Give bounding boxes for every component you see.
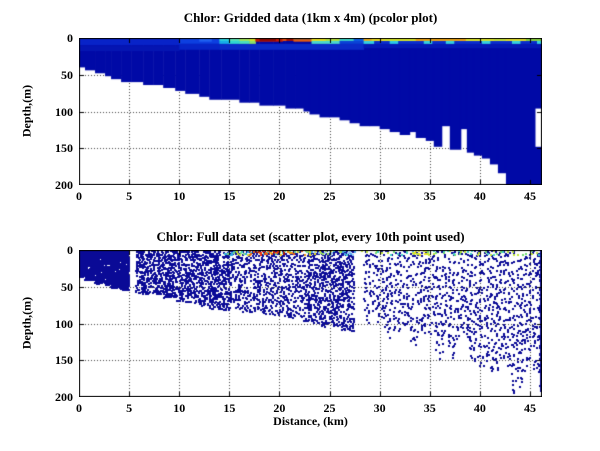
pcolor-x-tick-label: 40 [473, 189, 486, 203]
pcolor-x-tick-label: 15 [223, 189, 236, 203]
scatter-plot-area [79, 250, 542, 397]
scatter-x-tick-label: 30 [373, 401, 386, 415]
scatter-x-tick-label: 5 [126, 401, 133, 415]
scatter-x-tick-label: 0 [76, 401, 82, 415]
scatter-y-tick-label: 150 [55, 353, 73, 368]
scatter-x-tick-label: 25 [323, 401, 336, 415]
scatter-x-tick-label: 35 [423, 401, 436, 415]
pcolor-plot-area [79, 38, 542, 185]
pcolor-y-tick-label: 0 [67, 31, 73, 45]
scatter-y-tick-label: 200 [55, 390, 73, 404]
pcolor-x-tick-label: 0 [76, 189, 82, 203]
scatter-x-tick-label: 20 [273, 401, 286, 415]
pcolor-x-tick-label: 5 [126, 189, 133, 203]
pcolor-y-tick-label: 50 [61, 67, 73, 82]
scatter-canvas [79, 250, 542, 397]
scatter-y-tick-label: 100 [55, 316, 73, 331]
top-depth-axis-label: Depth,(m) [19, 84, 34, 138]
pcolor-y-tick-label: 150 [55, 141, 73, 156]
pcolor-canvas [79, 38, 542, 185]
pcolor-y-tick-label: 200 [55, 178, 73, 192]
bottom-depth-axis-label: Depth,(m) [19, 296, 34, 350]
scatter-x-tick-label: 40 [473, 401, 486, 415]
pcolor-y-tick-label: 100 [55, 104, 73, 119]
scatter-x-tick-label: 10 [173, 401, 186, 415]
distance-axis-label: Distance, (km) [273, 414, 348, 428]
top-panel-title: Chlor: Gridded data (1km x 4m) (pcolor p… [183, 10, 438, 25]
pcolor-x-tick-label: 35 [423, 189, 436, 203]
scatter-y-tick-label: 0 [67, 243, 73, 257]
pcolor-x-tick-label: 20 [273, 189, 286, 203]
scatter-y-tick-label: 50 [61, 279, 73, 294]
pcolor-x-tick-label: 10 [173, 189, 186, 203]
pcolor-x-tick-label: 45 [523, 189, 536, 203]
bottom-panel-title: Chlor: Full data set (scatter plot, ever… [156, 229, 465, 244]
scatter-x-tick-label: 15 [223, 401, 236, 415]
pcolor-x-tick-label: 25 [323, 189, 336, 203]
pcolor-x-tick-label: 30 [373, 189, 386, 203]
scatter-x-tick-label: 45 [523, 401, 536, 415]
